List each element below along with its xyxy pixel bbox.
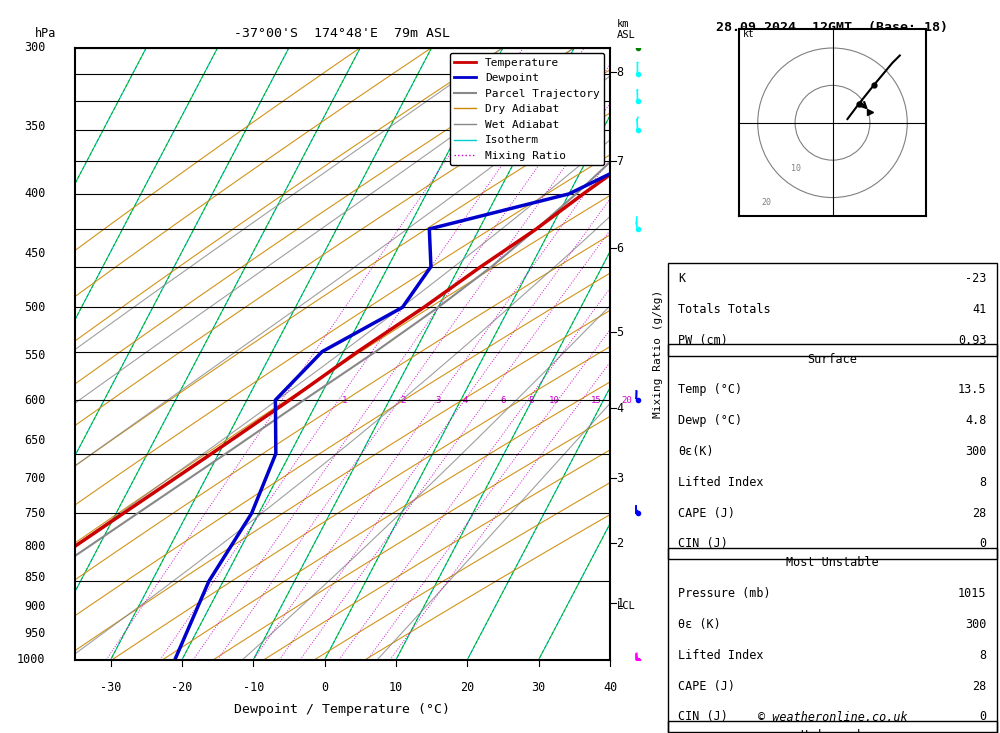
Text: 2: 2: [616, 537, 624, 550]
Text: -20: -20: [171, 681, 193, 694]
Text: 15: 15: [591, 396, 601, 405]
Text: Pressure (mb): Pressure (mb): [678, 587, 771, 600]
Text: CAPE (J): CAPE (J): [678, 507, 735, 520]
Text: 700: 700: [24, 472, 46, 485]
Text: 650: 650: [24, 434, 46, 447]
Text: Lifted Index: Lifted Index: [678, 649, 764, 662]
Legend: Temperature, Dewpoint, Parcel Trajectory, Dry Adiabat, Wet Adiabat, Isotherm, Mi: Temperature, Dewpoint, Parcel Trajectory…: [450, 54, 604, 166]
Text: km
ASL: km ASL: [616, 19, 635, 40]
Text: 28.09.2024  12GMT  (Base: 18): 28.09.2024 12GMT (Base: 18): [716, 21, 948, 34]
Text: 4: 4: [462, 396, 467, 405]
Text: Totals Totals: Totals Totals: [678, 303, 771, 316]
Text: -30: -30: [100, 681, 121, 694]
Text: kt: kt: [743, 29, 755, 39]
Text: θε (K): θε (K): [678, 618, 721, 631]
Text: 20: 20: [761, 198, 771, 207]
Text: 8: 8: [616, 66, 624, 79]
Text: 1: 1: [342, 396, 348, 405]
Text: 800: 800: [24, 539, 46, 553]
Text: Mixing Ratio (g/kg): Mixing Ratio (g/kg): [653, 290, 663, 418]
Text: CAPE (J): CAPE (J): [678, 679, 735, 693]
Text: CIN (J): CIN (J): [678, 710, 728, 723]
Text: LCL: LCL: [616, 601, 635, 611]
Text: θε(K): θε(K): [678, 445, 714, 458]
Text: 3: 3: [616, 472, 624, 485]
Text: -10: -10: [243, 681, 264, 694]
Text: 10: 10: [389, 681, 403, 694]
Text: 20: 20: [460, 681, 474, 694]
Text: CIN (J): CIN (J): [678, 537, 728, 550]
Text: -37°00'S  174°48'E  79m ASL: -37°00'S 174°48'E 79m ASL: [234, 27, 450, 40]
Text: Surface: Surface: [808, 353, 857, 366]
Text: 10: 10: [548, 396, 559, 405]
Text: Dewp (°C): Dewp (°C): [678, 414, 743, 427]
Text: Temp (°C): Temp (°C): [678, 383, 743, 397]
Text: 600: 600: [24, 394, 46, 407]
Text: 900: 900: [24, 600, 46, 613]
Text: 750: 750: [24, 507, 46, 520]
Text: 28: 28: [972, 507, 987, 520]
Text: 300: 300: [24, 41, 46, 54]
Bar: [668, 263, 997, 356]
Text: 28: 28: [972, 679, 987, 693]
Text: Lifted Index: Lifted Index: [678, 476, 764, 489]
Text: 4.8: 4.8: [965, 414, 987, 427]
Text: 300: 300: [965, 618, 987, 631]
Text: 1015: 1015: [958, 587, 987, 600]
Text: 0: 0: [979, 710, 987, 723]
Text: 40: 40: [603, 681, 617, 694]
Text: 41: 41: [972, 303, 987, 316]
Text: hPa: hPa: [35, 27, 56, 40]
Text: 20: 20: [621, 396, 632, 405]
Text: 400: 400: [24, 188, 46, 200]
Bar: [668, 548, 997, 732]
Text: 500: 500: [24, 301, 46, 314]
Text: 1000: 1000: [17, 653, 46, 666]
Text: Most Unstable: Most Unstable: [786, 556, 879, 570]
Text: 3: 3: [436, 396, 441, 405]
Text: 0: 0: [321, 681, 328, 694]
Text: 0: 0: [979, 537, 987, 550]
Text: 6: 6: [501, 396, 506, 405]
Text: 450: 450: [24, 247, 46, 260]
Text: 2: 2: [400, 396, 405, 405]
Text: 850: 850: [24, 570, 46, 583]
Text: Dewpoint / Temperature (°C): Dewpoint / Temperature (°C): [234, 702, 450, 715]
Text: 950: 950: [24, 627, 46, 640]
Text: © weatheronline.co.uk: © weatheronline.co.uk: [758, 711, 907, 724]
Text: 10: 10: [791, 164, 801, 174]
Text: -23: -23: [965, 272, 987, 285]
Text: 8: 8: [979, 649, 987, 662]
Text: K: K: [678, 272, 686, 285]
Text: 350: 350: [24, 119, 46, 133]
Bar: [668, 721, 997, 733]
Text: 6: 6: [616, 242, 624, 254]
Text: 4: 4: [616, 402, 624, 415]
Text: Hodograph: Hodograph: [800, 729, 865, 733]
Text: PW (cm): PW (cm): [678, 334, 728, 347]
Text: 7: 7: [616, 155, 624, 168]
Text: 1: 1: [616, 597, 624, 610]
Text: 300: 300: [965, 445, 987, 458]
Text: 0.93: 0.93: [958, 334, 987, 347]
Text: 8: 8: [529, 396, 534, 405]
Bar: [668, 344, 997, 559]
Text: 30: 30: [532, 681, 546, 694]
Text: 550: 550: [24, 350, 46, 362]
Text: 8: 8: [979, 476, 987, 489]
Text: 5: 5: [616, 325, 624, 339]
Text: 13.5: 13.5: [958, 383, 987, 397]
